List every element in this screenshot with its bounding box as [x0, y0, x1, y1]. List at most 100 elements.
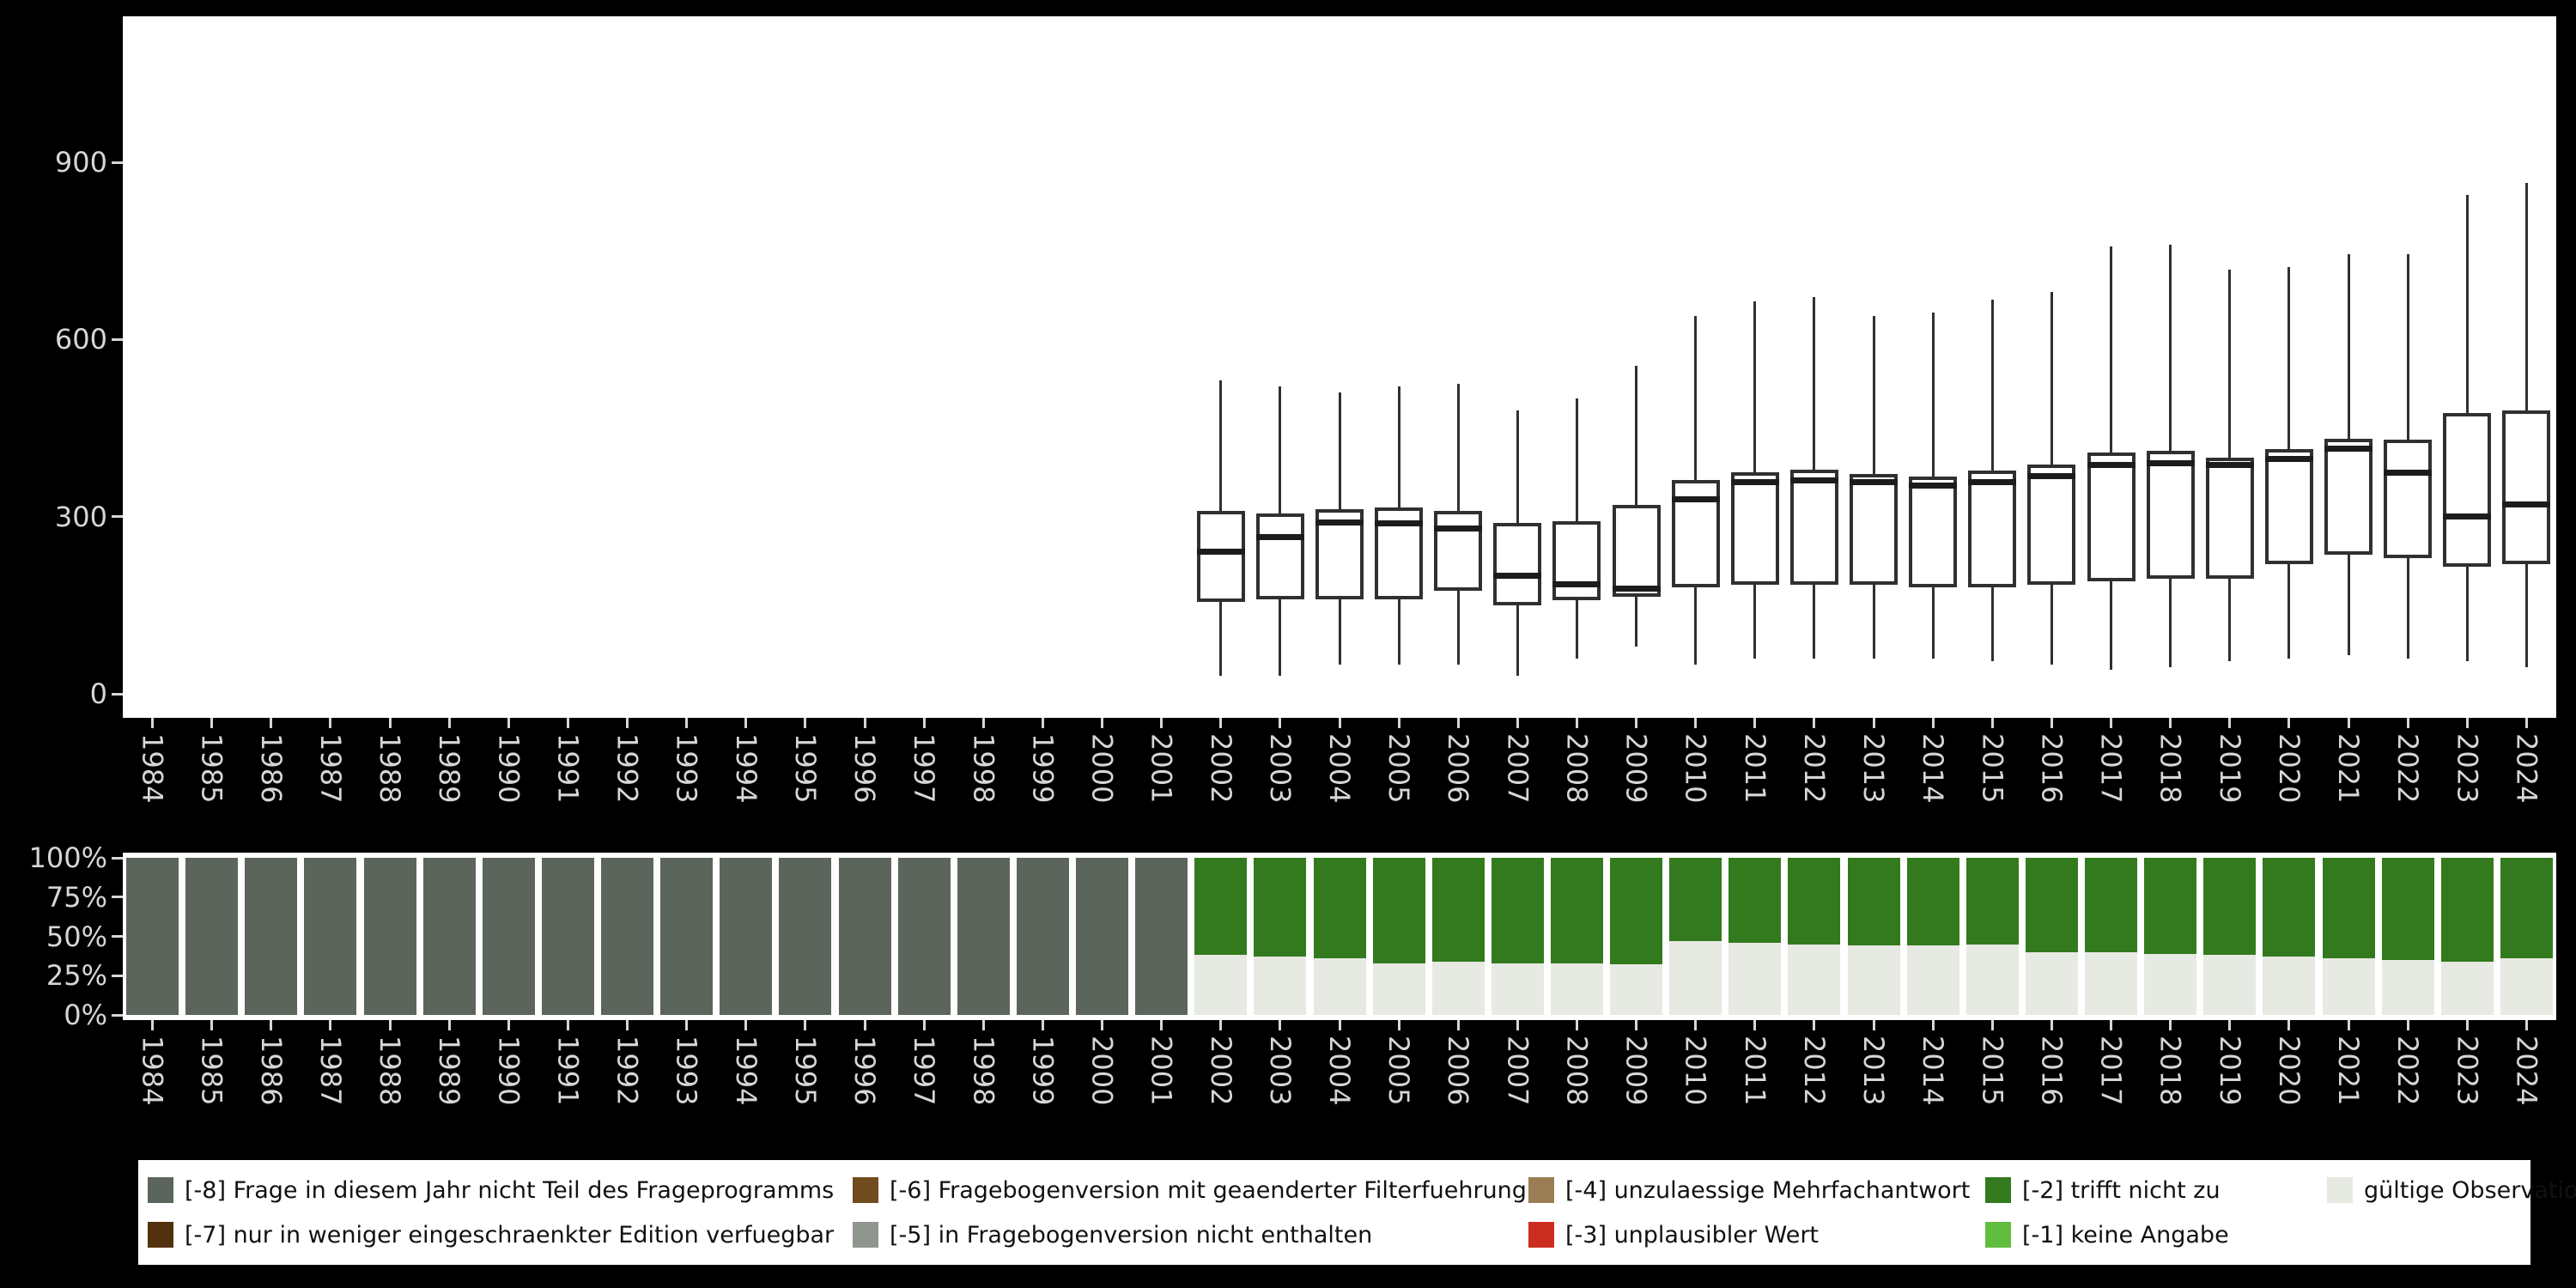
stacked-bar: [1610, 858, 1663, 1015]
stacked-bar: [482, 858, 535, 1015]
stacked-bar: [2381, 858, 2434, 1015]
bar-segment: [1254, 858, 1307, 957]
legend-label: [-2] trifft nicht zu: [2022, 1176, 2221, 1204]
bar-segment: [1610, 858, 1663, 965]
median-line: [1850, 479, 1899, 486]
bar-segment: [245, 858, 298, 1015]
x-axis-tick-mark: [1635, 1020, 1638, 1030]
bar-segment: [2322, 958, 2375, 1015]
x-axis-tick-mark: [210, 1020, 214, 1030]
x-axis-tick-mark: [1516, 718, 1519, 728]
bar-segment: [1254, 957, 1307, 1015]
bar-segment: [1847, 945, 1900, 1015]
bar-segment: [1313, 858, 1366, 959]
bar-segment: [2203, 955, 2257, 1015]
x-axis-tick-mark: [2287, 1020, 2291, 1030]
x-axis-tick-mark: [1931, 1020, 1935, 1030]
x-axis-year-label: 1988: [374, 733, 407, 804]
x-axis-year-label: 2001: [1145, 733, 1178, 804]
x-axis-tick-mark: [744, 718, 748, 728]
x-axis-year-label: 2014: [1917, 733, 1950, 804]
percent-axis-tick-label: 50%: [46, 920, 107, 953]
x-axis-year-label: 2010: [1679, 733, 1712, 804]
x-axis-year-label: 1991: [551, 1036, 585, 1106]
legend-label: [-4] unzulaessige Mehrfachantwort: [1565, 1176, 1971, 1204]
x-axis-tick-mark: [1160, 718, 1163, 728]
stacked-bar: [2144, 858, 2197, 1015]
box: [1850, 474, 1899, 585]
stacked-bar: [2025, 858, 2078, 1015]
x-axis-tick-mark: [804, 1020, 807, 1030]
x-axis-tick-mark: [151, 1020, 155, 1030]
x-axis-tick-mark: [922, 1020, 926, 1030]
x-axis-year-label: 1997: [908, 733, 941, 804]
bar-segment: [2500, 958, 2553, 1015]
x-axis-year-label: 2007: [1501, 733, 1534, 804]
x-axis-year-label: 1993: [670, 1036, 703, 1106]
bar-segment: [422, 858, 476, 1015]
x-axis-tick-mark: [2110, 1020, 2113, 1030]
box: [2146, 450, 2195, 579]
median-line: [2264, 455, 2313, 462]
bar-segment: [2203, 858, 2257, 956]
x-axis-year-label: 1999: [1026, 1036, 1060, 1106]
legend-item: [-4] unzulaessige Mehrfachantwort: [1528, 1172, 1970, 1208]
boxplot-panel: [123, 16, 2556, 718]
stacked-bar: [1550, 858, 1603, 1015]
x-axis-tick-mark: [2169, 718, 2172, 728]
x-axis-year-label: 2012: [1797, 1036, 1831, 1106]
x-axis-tick-mark: [1397, 1020, 1400, 1030]
stacked-bar: [1372, 858, 1425, 1015]
x-axis-year-label: 2023: [2451, 1036, 2484, 1106]
bar-segment: [2144, 858, 2197, 954]
stacked-bar: [897, 858, 951, 1015]
box: [2205, 457, 2254, 579]
bar-segment: [1194, 858, 1248, 956]
box: [1434, 510, 1483, 591]
x-axis-year-label: 2015: [1976, 1036, 2009, 1106]
legend-swatch--8: [148, 1177, 173, 1203]
legend-item: [-3] unplausibler Wert: [1528, 1217, 1819, 1253]
x-axis-tick-mark: [981, 718, 985, 728]
box: [2264, 448, 2313, 564]
bar-segment: [541, 858, 594, 1015]
stacked-bar: [1076, 858, 1128, 1015]
bar-segment: [126, 858, 179, 1015]
x-axis-year-label: 1994: [729, 1036, 762, 1106]
x-axis-year-label: 2019: [2213, 1036, 2246, 1106]
legend-item: gültige Observationen: [2327, 1172, 2576, 1208]
bar-segment: [482, 858, 535, 1015]
x-axis-tick-mark: [388, 1020, 392, 1030]
median-line: [1612, 586, 1661, 592]
x-axis-year-label: 2007: [1501, 1036, 1534, 1106]
median-line: [1315, 519, 1364, 526]
y-axis-tick-mark: [112, 337, 123, 341]
stacked-bar: [2203, 858, 2257, 1015]
bar-segment: [720, 858, 773, 1015]
median-line: [1255, 534, 1304, 541]
x-axis-tick-mark: [804, 718, 807, 728]
bar-segment: [1965, 858, 2019, 945]
x-axis-year-label: 2017: [2094, 1036, 2128, 1106]
x-axis-year-label: 1998: [967, 1036, 1000, 1106]
legend-item: [-1] keine Angabe: [1985, 1217, 2229, 1253]
stacked-bar: [720, 858, 773, 1015]
bar-segment: [1669, 940, 1722, 1015]
x-axis-year-label: 2015: [1976, 733, 2009, 804]
x-axis-year-label: 1984: [136, 1036, 169, 1106]
stacked-bar: [185, 858, 239, 1015]
x-axis-tick-mark: [922, 718, 926, 728]
legend-swatch--6: [853, 1177, 878, 1203]
stacked-bar: [1906, 858, 1959, 1015]
box: [1968, 471, 2017, 588]
x-axis-year-label: 2003: [1263, 733, 1297, 804]
bar-segment: [779, 858, 832, 1015]
stacked-bar: [126, 858, 179, 1015]
bar-segment: [1491, 858, 1544, 963]
x-axis-year-label: 1990: [492, 1036, 526, 1106]
x-axis-year-label: 1995: [788, 1036, 822, 1106]
x-axis-year-label: 2024: [2510, 733, 2543, 804]
bar-segment: [1788, 944, 1841, 1015]
x-axis-tick-mark: [447, 1020, 451, 1030]
x-axis-tick-mark: [507, 1020, 510, 1030]
